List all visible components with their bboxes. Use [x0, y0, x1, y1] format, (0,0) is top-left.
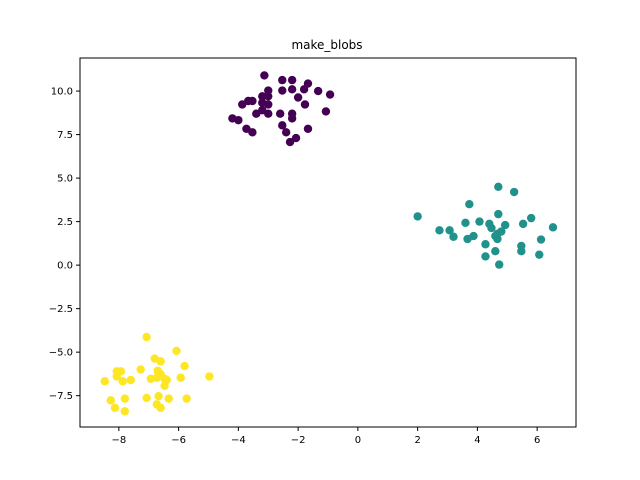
data-point-cluster-3-4 — [156, 357, 165, 366]
data-point-cluster-1-23 — [275, 109, 285, 118]
data-point-cluster-1-2 — [278, 75, 287, 85]
chart-title: make_blobs — [291, 38, 362, 52]
data-point-cluster-1-30 — [248, 128, 257, 137]
data-point-cluster-3-26 — [142, 393, 151, 403]
data-point-cluster-3-19 — [176, 373, 185, 382]
y-tick-label: 0.0 — [57, 261, 73, 272]
x-tick-label: −4 — [231, 435, 246, 446]
data-point-cluster-1-1 — [260, 71, 269, 80]
data-point-cluster-2-10 — [500, 220, 510, 230]
y-tick-label: 7.5 — [57, 130, 73, 141]
data-point-cluster-3-12 — [112, 372, 121, 381]
data-point-cluster-3-6 — [136, 365, 145, 374]
data-point-cluster-3-25 — [120, 407, 130, 416]
data-point-cluster-1-3 — [287, 75, 297, 85]
data-point-cluster-3-5 — [180, 361, 189, 371]
y-tick-label: 10.0 — [51, 87, 73, 98]
data-point-cluster-3-13 — [118, 377, 127, 386]
y-tick-label: −7.5 — [49, 391, 73, 402]
data-point-cluster-3-1 — [142, 332, 151, 342]
data-point-cluster-2-4 — [413, 212, 422, 221]
data-point-cluster-2-7 — [461, 218, 470, 228]
data-point-cluster-2-29 — [535, 250, 544, 259]
data-point-cluster-1-19 — [264, 100, 273, 109]
plot-frame — [79, 57, 577, 428]
data-point-cluster-1-11 — [258, 92, 267, 101]
data-point-cluster-1-22 — [252, 109, 261, 118]
data-point-cluster-2-26 — [517, 247, 526, 256]
y-tick-label: 5.0 — [57, 174, 73, 185]
data-point-cluster-2-18 — [449, 232, 458, 241]
x-tick-label: 6 — [534, 435, 540, 446]
data-point-cluster-3-29 — [182, 394, 191, 403]
data-point-cluster-2-27 — [491, 247, 500, 256]
data-point-cluster-2-28 — [481, 252, 490, 261]
x-tick-label: −8 — [111, 435, 126, 446]
data-point-cluster-2-20 — [469, 231, 478, 241]
data-point-cluster-1-16 — [238, 100, 247, 109]
x-tick-label: 2 — [414, 435, 420, 446]
data-point-cluster-2-3 — [465, 200, 474, 209]
data-point-cluster-3-24 — [120, 394, 130, 403]
y-tick-label: −2.5 — [49, 304, 73, 315]
x-tick-label: 4 — [474, 435, 480, 446]
data-point-cluster-2-15 — [487, 223, 496, 233]
data-points — [100, 71, 558, 416]
x-tick-label: −2 — [291, 435, 306, 446]
data-point-cluster-3-31 — [156, 403, 165, 413]
data-point-cluster-2-11 — [518, 219, 528, 229]
data-point-cluster-1-10 — [264, 86, 273, 95]
data-point-cluster-3-21 — [100, 377, 110, 386]
data-point-cluster-2-14 — [445, 226, 454, 235]
axes: −8 −6 −4 −2 0 2 4 6 −7.5 −5.0 −2.5 0.0 2.5 5.0 7.5 10.0 — [49, 87, 541, 446]
y-tick-label: −5.0 — [49, 348, 73, 359]
data-point-cluster-3-18 — [160, 381, 169, 390]
y-tick-label: 2.5 — [57, 217, 73, 228]
data-point-cluster-1-21 — [264, 109, 273, 118]
data-point-cluster-3-20 — [205, 372, 214, 381]
data-point-cluster-1-26 — [321, 107, 331, 116]
data-point-cluster-2-1 — [494, 182, 503, 191]
data-point-cluster-2-5 — [494, 209, 503, 219]
data-point-cluster-2-2 — [509, 187, 519, 197]
data-point-cluster-2-24 — [481, 240, 490, 249]
data-point-cluster-1-35 — [303, 124, 313, 134]
data-point-cluster-1-8 — [287, 85, 297, 94]
data-point-cluster-2-22 — [493, 234, 502, 244]
data-point-cluster-1-9 — [299, 85, 309, 94]
data-point-cluster-1-34 — [285, 137, 295, 147]
data-point-cluster-1-17 — [248, 96, 257, 106]
data-point-cluster-1-5 — [313, 86, 323, 96]
data-point-cluster-3-2 — [172, 346, 181, 356]
data-point-cluster-1-6 — [325, 90, 335, 99]
x-tick-label: −6 — [171, 435, 186, 446]
data-point-cluster-3-16 — [152, 373, 161, 382]
data-point-cluster-2-8 — [475, 217, 484, 226]
data-point-cluster-1-13 — [293, 93, 303, 102]
data-point-cluster-3-27 — [154, 391, 163, 401]
data-point-cluster-3-23 — [110, 403, 120, 413]
data-point-cluster-1-14 — [300, 100, 310, 109]
data-point-cluster-2-23 — [536, 235, 546, 244]
data-point-cluster-2-17 — [497, 227, 506, 236]
data-point-cluster-1-28 — [234, 115, 243, 125]
data-point-cluster-1-31 — [278, 121, 287, 130]
x-tick-label: 0 — [355, 435, 361, 446]
data-point-cluster-2-12 — [548, 223, 558, 232]
data-point-cluster-1-12 — [264, 92, 273, 101]
data-point-cluster-1-7 — [278, 86, 287, 95]
data-point-cluster-2-13 — [435, 226, 444, 235]
data-point-cluster-1-33 — [291, 133, 301, 143]
data-point-cluster-3-28 — [164, 394, 173, 403]
data-point-cluster-1-25 — [287, 114, 297, 123]
data-point-cluster-1-32 — [281, 128, 291, 137]
data-point-cluster-3-14 — [126, 375, 135, 385]
data-point-cluster-2-6 — [526, 213, 536, 223]
data-point-cluster-2-30 — [495, 260, 504, 269]
data-point-cluster-3-22 — [106, 396, 115, 405]
